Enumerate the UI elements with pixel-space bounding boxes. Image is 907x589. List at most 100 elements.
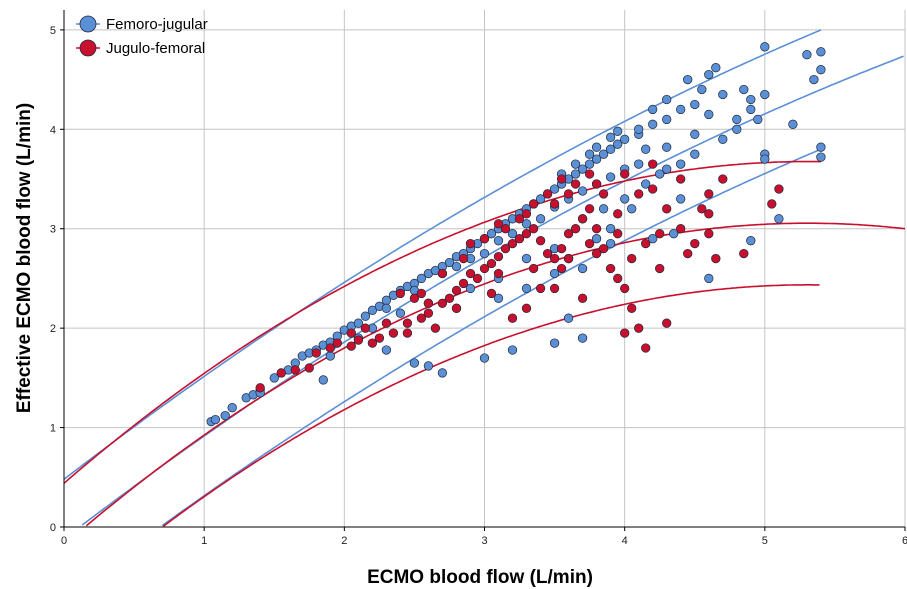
point-0-59 — [648, 119, 658, 129]
point-1-55 — [395, 288, 406, 299]
point-1-58 — [549, 199, 560, 209]
point-0-149 — [451, 261, 462, 272]
x-tick-label-4: 4 — [622, 535, 628, 547]
point-0-107 — [605, 238, 616, 249]
fit-curve-upper-3 — [63, 160, 821, 484]
point-0-157 — [584, 149, 595, 159]
point-1-90 — [465, 238, 476, 249]
point-0-20 — [360, 311, 371, 321]
point-1-4 — [311, 348, 321, 358]
point-1-43 — [634, 323, 644, 333]
point-1-36 — [584, 204, 595, 214]
point-1-60 — [591, 179, 602, 189]
point-1-41 — [620, 283, 630, 294]
point-0-57 — [620, 134, 630, 144]
point-0-121 — [676, 159, 686, 169]
point-1-46 — [620, 328, 630, 338]
point-0-90 — [549, 338, 560, 348]
point-1-14 — [430, 323, 441, 333]
point-1-39 — [605, 263, 616, 274]
point-0-146 — [535, 214, 546, 224]
point-1-76 — [634, 189, 644, 199]
point-0-75 — [816, 65, 826, 75]
point-0-86 — [605, 224, 616, 234]
point-0-123 — [718, 134, 728, 144]
point-1-91 — [493, 268, 504, 279]
point-0-32 — [444, 257, 455, 268]
point-1-9 — [367, 338, 378, 348]
point-0-87 — [591, 234, 602, 244]
point-1-32 — [556, 243, 567, 254]
point-1-81 — [556, 174, 567, 184]
point-0-45 — [535, 194, 546, 204]
point-1-50 — [507, 313, 518, 323]
point-1-57 — [521, 209, 532, 219]
point-1-101 — [360, 323, 371, 333]
point-0-74 — [816, 47, 826, 57]
legend-marker-0 — [79, 15, 97, 33]
point-1-33 — [563, 229, 574, 239]
point-1-37 — [591, 224, 602, 234]
point-1-26 — [514, 234, 525, 244]
point-0-91 — [577, 333, 588, 343]
point-1-93 — [556, 263, 567, 274]
point-1-30 — [542, 248, 553, 259]
y-tick-label-3: 3 — [50, 224, 56, 236]
point-0-51 — [577, 164, 588, 174]
point-1-95 — [613, 229, 623, 239]
point-0-130 — [381, 303, 392, 313]
point-1-35 — [577, 214, 588, 224]
point-1-85 — [500, 224, 511, 234]
point-0-52 — [584, 159, 595, 169]
legend-label-1: Jugulo-femoral — [106, 40, 205, 57]
point-0-99 — [325, 351, 335, 361]
point-1-52 — [451, 303, 462, 313]
point-1-67 — [711, 253, 721, 264]
point-0-94 — [437, 368, 448, 378]
point-0-125 — [753, 114, 763, 125]
point-0-150 — [683, 74, 693, 85]
point-0-81 — [704, 273, 714, 284]
point-0-3 — [227, 403, 237, 413]
point-1-89 — [416, 288, 427, 299]
point-1-13 — [416, 313, 427, 323]
point-0-47 — [549, 184, 560, 194]
point-0-127 — [718, 89, 728, 100]
y-tick-label-2: 2 — [50, 323, 56, 335]
point-1-84 — [514, 214, 525, 224]
point-0-69 — [760, 89, 770, 100]
point-0-135 — [521, 219, 532, 229]
point-0-7 — [269, 373, 279, 383]
point-1-25 — [507, 238, 518, 249]
point-0-88 — [577, 263, 588, 274]
point-1-10 — [374, 333, 385, 343]
point-0-96 — [409, 358, 420, 368]
point-0-128 — [739, 84, 749, 95]
point-1-109 — [655, 229, 665, 239]
point-0-66 — [732, 114, 742, 125]
point-1-80 — [570, 179, 581, 189]
point-1-28 — [528, 224, 539, 234]
axes — [60, 10, 906, 531]
point-1-79 — [584, 169, 595, 179]
point-0-124 — [732, 124, 742, 134]
point-1-56 — [493, 219, 504, 229]
point-1-12 — [402, 318, 413, 328]
point-1-40 — [613, 273, 623, 284]
x-tick-label-1: 1 — [201, 535, 207, 547]
point-0-118 — [598, 204, 609, 214]
point-1-87 — [458, 253, 469, 264]
tick-labels: 0 1 2 3 4 5 6 0 1 2 3 4 5 — [50, 25, 907, 547]
point-0-147 — [507, 229, 518, 239]
point-0-148 — [479, 248, 490, 259]
point-1-44 — [641, 343, 651, 353]
point-0-156 — [591, 142, 602, 152]
point-1-97 — [655, 263, 665, 274]
point-0-60 — [662, 114, 672, 125]
point-1-105 — [535, 283, 546, 294]
y-tick-label-1: 1 — [50, 423, 56, 435]
point-1-18 — [458, 278, 469, 289]
point-1-6 — [332, 338, 342, 348]
point-0-50 — [570, 169, 581, 179]
